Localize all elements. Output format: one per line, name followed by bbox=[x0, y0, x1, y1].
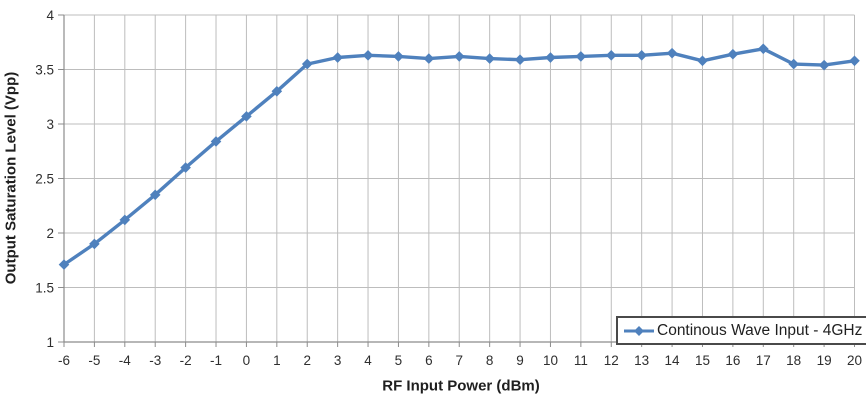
data-point-marker bbox=[757, 43, 769, 55]
data-point-marker bbox=[332, 52, 343, 63]
data-point-marker bbox=[180, 162, 191, 173]
x-tick-label: 18 bbox=[786, 353, 801, 368]
x-tick-label: 16 bbox=[725, 353, 740, 368]
data-point-marker bbox=[271, 85, 283, 97]
data-point-marker bbox=[362, 50, 374, 61]
x-tick-label: 17 bbox=[756, 353, 771, 368]
legend-label: Continous Wave Input - 4GHz bbox=[657, 321, 863, 339]
x-tick-label: -4 bbox=[119, 353, 131, 368]
data-point-marker bbox=[301, 58, 313, 70]
data-point-marker bbox=[484, 53, 495, 64]
x-tick-label: 3 bbox=[334, 353, 342, 368]
data-point-marker bbox=[849, 55, 860, 67]
y-tick-label: 4 bbox=[46, 8, 54, 23]
x-tick-label: 7 bbox=[455, 353, 463, 368]
legend: Continous Wave Input - 4GHz bbox=[616, 316, 866, 345]
data-point-marker bbox=[666, 47, 678, 59]
data-point-marker bbox=[210, 136, 222, 147]
x-tick-label: 8 bbox=[486, 353, 494, 368]
y-tick-label: 1 bbox=[46, 335, 54, 350]
x-tick-label: 4 bbox=[364, 353, 372, 368]
data-point-marker bbox=[119, 214, 131, 226]
data-point-marker bbox=[697, 55, 708, 67]
x-tick-label: 2 bbox=[303, 353, 311, 368]
x-tick-label: -1 bbox=[210, 353, 222, 368]
data-point-marker bbox=[514, 54, 526, 65]
y-tick-label: 3.5 bbox=[35, 63, 54, 78]
x-tick-label: 19 bbox=[817, 353, 832, 368]
x-tick-label: 9 bbox=[516, 353, 524, 368]
data-point-marker bbox=[149, 189, 161, 201]
x-tick-label: -5 bbox=[88, 353, 100, 368]
x-tick-label: 5 bbox=[395, 353, 403, 368]
y-axis-title: Output Saturation Level (Vpp) bbox=[2, 71, 20, 285]
data-point-marker bbox=[89, 238, 100, 250]
x-tick-label: 12 bbox=[604, 353, 619, 368]
data-point-marker bbox=[636, 50, 647, 61]
x-tick-label: 11 bbox=[574, 353, 588, 368]
x-tick-label: -2 bbox=[180, 353, 192, 368]
data-point-marker bbox=[545, 52, 556, 63]
y-tick-label: 1.5 bbox=[35, 281, 54, 296]
data-point-marker bbox=[453, 51, 465, 62]
x-tick-label: 20 bbox=[847, 353, 862, 368]
y-tick-label: 3 bbox=[46, 117, 54, 132]
x-tick-label: 15 bbox=[695, 353, 710, 368]
data-point-marker bbox=[423, 53, 435, 64]
x-tick-label: 0 bbox=[243, 353, 251, 368]
data-point-marker bbox=[58, 259, 70, 270]
x-tick-label: 6 bbox=[425, 353, 433, 368]
x-tick-label: -6 bbox=[58, 353, 70, 368]
data-point-marker bbox=[788, 58, 799, 70]
data-point-marker bbox=[393, 51, 404, 62]
x-tick-label: 13 bbox=[634, 353, 649, 368]
data-point-marker bbox=[727, 48, 739, 60]
y-tick-label: 2.5 bbox=[35, 172, 54, 187]
x-axis-title: RF Input Power (dBm) bbox=[382, 377, 540, 395]
data-point-marker bbox=[575, 51, 587, 62]
line-marker-icon bbox=[624, 325, 654, 336]
x-tick-label: 10 bbox=[543, 353, 558, 368]
x-tick-label: 14 bbox=[665, 353, 681, 368]
data-point-marker bbox=[241, 111, 252, 122]
x-tick-label: -3 bbox=[149, 353, 161, 368]
y-tick-label: 2 bbox=[46, 226, 54, 241]
x-tick-label: 1 bbox=[273, 353, 281, 368]
data-point-marker bbox=[605, 50, 617, 61]
data-point-marker bbox=[818, 59, 830, 71]
